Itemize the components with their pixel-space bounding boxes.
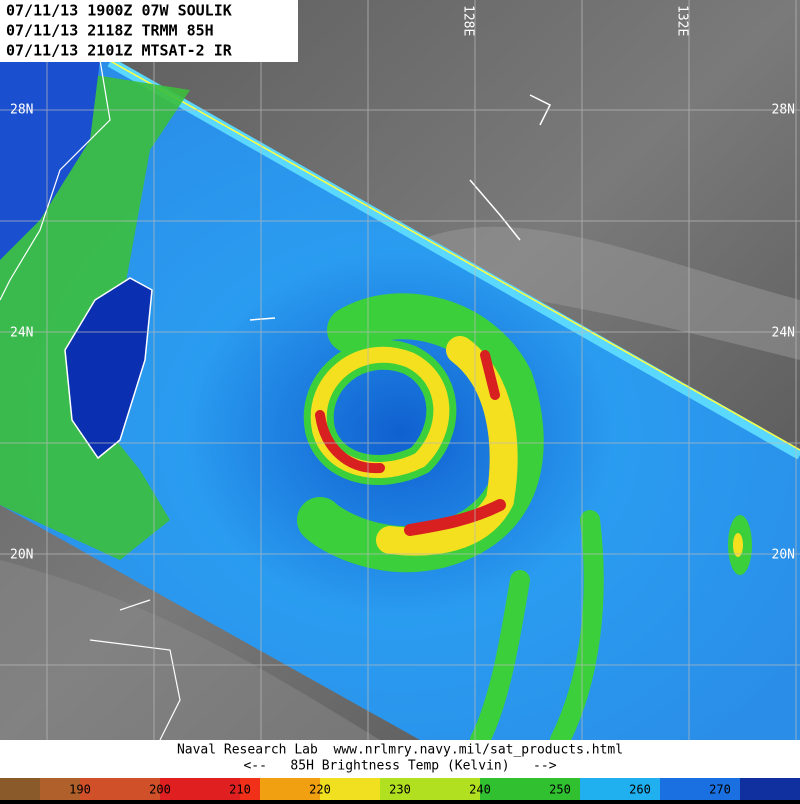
lat-label: 24N: [10, 326, 33, 341]
graticule: [0, 0, 800, 740]
swath-edge: [107, 57, 800, 460]
colorbar-label: 230: [389, 783, 411, 797]
land-band: [0, 470, 170, 560]
cloud: [0, 560, 380, 740]
taiwan: [64, 277, 153, 460]
lat-label: 28N: [772, 103, 795, 118]
lon-label: 132E: [675, 5, 690, 36]
cloud: [420, 226, 800, 360]
header-box: [0, 0, 298, 62]
coastline: [89, 599, 181, 741]
header-line: 07/11/13 2101Z MTSAT-2 IR: [6, 42, 233, 60]
lat-label: 24N: [772, 326, 795, 341]
orbit-track: [104, 57, 800, 451]
colorbar: 190 200 210 220 230 240 250 260 270: [0, 778, 800, 800]
credit: Naval Research Lab www.nrlmry.navy.mil/s…: [177, 743, 623, 758]
legend-title: <-- 85H Brightness Temp (Kelvin) -->: [243, 759, 556, 774]
footer-box: [0, 740, 800, 778]
cyclone: [297, 293, 752, 750]
header-line: 07/11/13 2118Z TRMM 85H: [6, 22, 214, 40]
lat-label: 28N: [10, 103, 33, 118]
lon-label: 128E: [461, 5, 476, 36]
colorbar-label: 200: [149, 783, 171, 797]
colorbar-label: 190: [69, 783, 91, 797]
lat-label: 20N: [772, 548, 795, 563]
header-line: 07/11/13 1900Z 07W SOULIK: [6, 2, 232, 20]
islands: [249, 94, 552, 321]
colorbar-label: 220: [309, 783, 331, 797]
colorbar-label: 270: [709, 783, 731, 797]
colorbar-label: 210: [229, 783, 251, 797]
colorbar-label: 250: [549, 783, 571, 797]
colorbar-label: 240: [469, 783, 491, 797]
colorbar-label: 260: [629, 783, 651, 797]
lat-label: 20N: [10, 548, 33, 563]
